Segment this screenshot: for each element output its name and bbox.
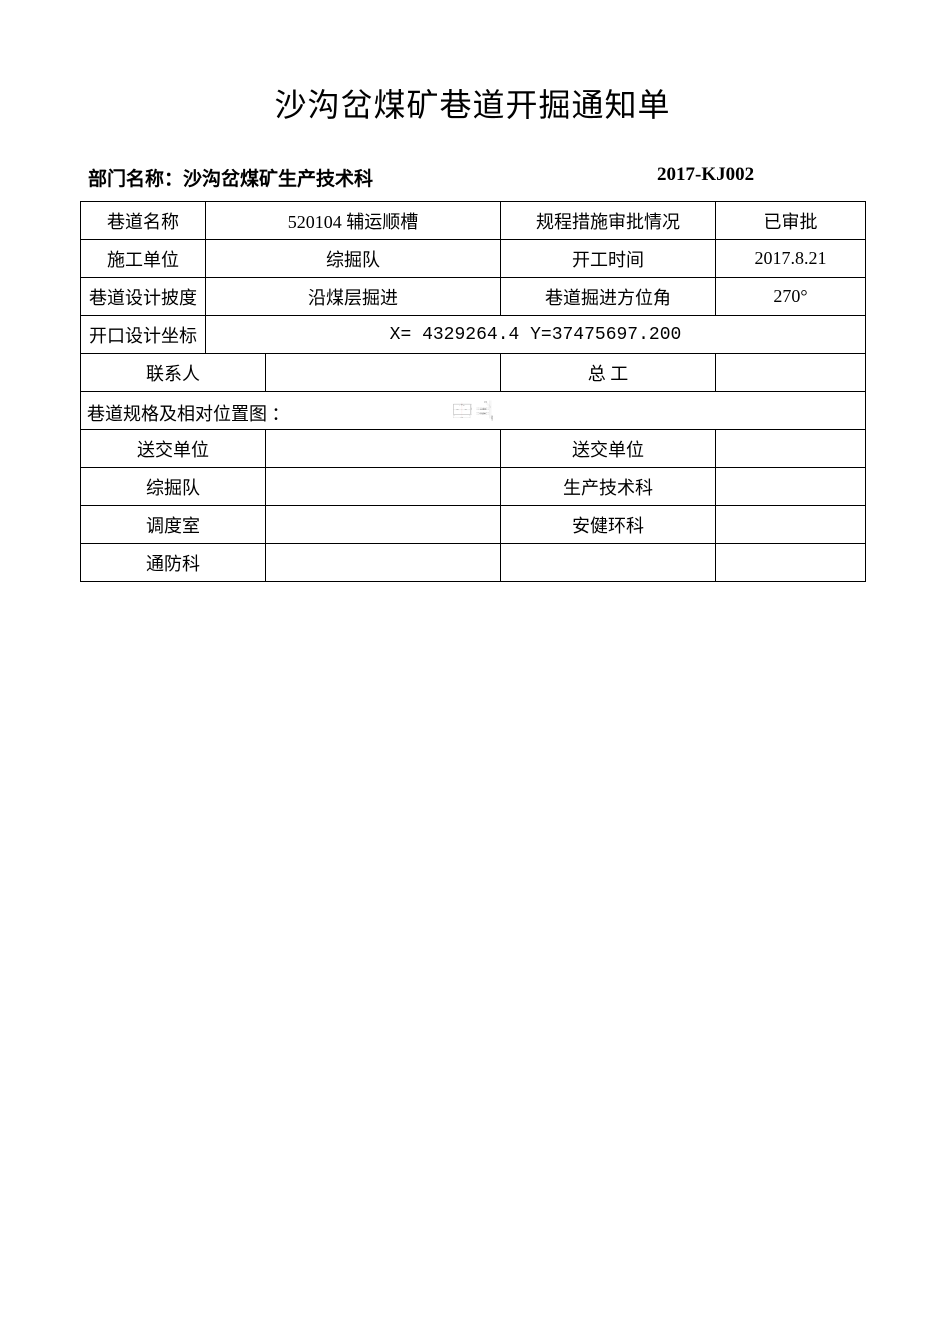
cell-approval-value: 已审批 bbox=[716, 202, 866, 240]
cell-start-label: 开工时间 bbox=[501, 240, 716, 278]
cell-lane-name-value: 520104 辅运顺槽 bbox=[206, 202, 501, 240]
footer-cell: 通防科 bbox=[81, 544, 266, 582]
footer-cell bbox=[716, 544, 866, 582]
dim-left: 2700 bbox=[457, 408, 460, 410]
footer-cell bbox=[266, 430, 501, 468]
footer-cell: 调度室 bbox=[81, 506, 266, 544]
cell-unit-value: 综掘队 bbox=[206, 240, 501, 278]
table-row: 联系人 总 工 bbox=[81, 354, 866, 392]
cell-azimuth-label: 巷道掘进方位角 bbox=[501, 278, 716, 316]
cell-coord-label: 开口设计坐标 bbox=[81, 316, 206, 354]
plan-label-top: 井口隆 bbox=[484, 400, 487, 403]
dim-top: 4300 bbox=[463, 404, 465, 406]
doc-number: 2017-KJ002 bbox=[657, 164, 857, 191]
cell-slope-label: 巷道设计披度 bbox=[81, 278, 206, 316]
cell-start-value: 2017.8.21 bbox=[716, 240, 866, 278]
cell-unit-label: 施工单位 bbox=[81, 240, 206, 278]
table-row: 通防科 bbox=[81, 544, 866, 582]
table-row: 巷道名称 520104 辅运顺槽 规程措施审批情况 已审批 bbox=[81, 202, 866, 240]
footer-cell bbox=[266, 544, 501, 582]
dim-height: 2490 bbox=[471, 407, 473, 410]
notice-form-table: 巷道名称 520104 辅运顺槽 规程措施审批情况 已审批 施工单位 综掘队 开… bbox=[80, 201, 866, 582]
diagram-cell: 巷道规格及相对位置图 ： bbox=[81, 392, 866, 430]
footer-cell: 送交单位 bbox=[501, 430, 716, 468]
plan-label-mid: 520104 辅运顺槽 bbox=[480, 407, 486, 410]
footer-cell bbox=[266, 506, 501, 544]
dept-header: 部门名称：沙沟岔煤矿生产技术科 bbox=[88, 164, 657, 191]
cross-section-drawing: 4300 4° 2700 2700 5400 bbox=[454, 403, 473, 419]
cell-lane-name-label: 巷道名称 bbox=[81, 202, 206, 240]
dept-value: 沙沟岔煤矿生产技术科 bbox=[183, 169, 373, 190]
footer-cell: 送交单位 bbox=[81, 430, 266, 468]
diagram-row: 巷道规格及相对位置图 ： bbox=[81, 392, 866, 430]
cell-slope-value: 沿煤层掘进 bbox=[206, 278, 501, 316]
footer-cell bbox=[716, 506, 866, 544]
document-title: 沙沟岔煤矿巷道开掘通知单 bbox=[80, 80, 865, 126]
page-container: 沙沟岔煤矿巷道开掘通知单 部门名称：沙沟岔煤矿生产技术科 2017-KJ002 … bbox=[80, 80, 865, 582]
table-row: 调度室 安健环科 bbox=[81, 506, 866, 544]
footer-cell bbox=[501, 544, 716, 582]
footer-cell: 安健环科 bbox=[501, 506, 716, 544]
table-row: 开口设计坐标 X= 4329264.4 Y=37475697.200 bbox=[81, 316, 866, 354]
table-row: 送交单位 送交单位 bbox=[81, 430, 866, 468]
table-row: 综掘队 生产技术科 bbox=[81, 468, 866, 506]
plan-view-drawing: 井口隆 520104 辅运顺槽 520104 主运顺槽 bbox=[477, 400, 493, 421]
dept-label: 部门名称： bbox=[88, 169, 183, 190]
header-row: 部门名称：沙沟岔煤矿生产技术科 2017-KJ002 bbox=[80, 164, 865, 191]
plan-label-bot: 520104 主运顺槽 bbox=[479, 412, 485, 415]
footer-cell bbox=[266, 468, 501, 506]
cell-chief-value bbox=[716, 354, 866, 392]
footer-cell: 生产技术科 bbox=[501, 468, 716, 506]
footer-cell bbox=[716, 468, 866, 506]
cell-coord-value: X= 4329264.4 Y=37475697.200 bbox=[206, 316, 866, 354]
footer-cell bbox=[716, 430, 866, 468]
plan-label-vert: 新副斜井车场 bbox=[491, 414, 493, 421]
dim-bottom: 5400 bbox=[461, 416, 464, 418]
dim-right: 2700 bbox=[465, 408, 468, 410]
cell-azimuth-value: 270° bbox=[716, 278, 866, 316]
dim-angle: 4° bbox=[459, 405, 460, 407]
diagram-section-label: 巷道规格及相对位置图 ： bbox=[87, 400, 290, 426]
cell-chief-label: 总 工 bbox=[501, 354, 716, 392]
table-row: 巷道设计披度 沿煤层掘进 巷道掘进方位角 270° bbox=[81, 278, 866, 316]
footer-cell: 综掘队 bbox=[81, 468, 266, 506]
cell-approval-label: 规程措施审批情况 bbox=[501, 202, 716, 240]
cell-contact-value bbox=[266, 354, 501, 392]
cell-contact-label: 联系人 bbox=[81, 354, 266, 392]
table-row: 施工单位 综掘队 开工时间 2017.8.21 bbox=[81, 240, 866, 278]
